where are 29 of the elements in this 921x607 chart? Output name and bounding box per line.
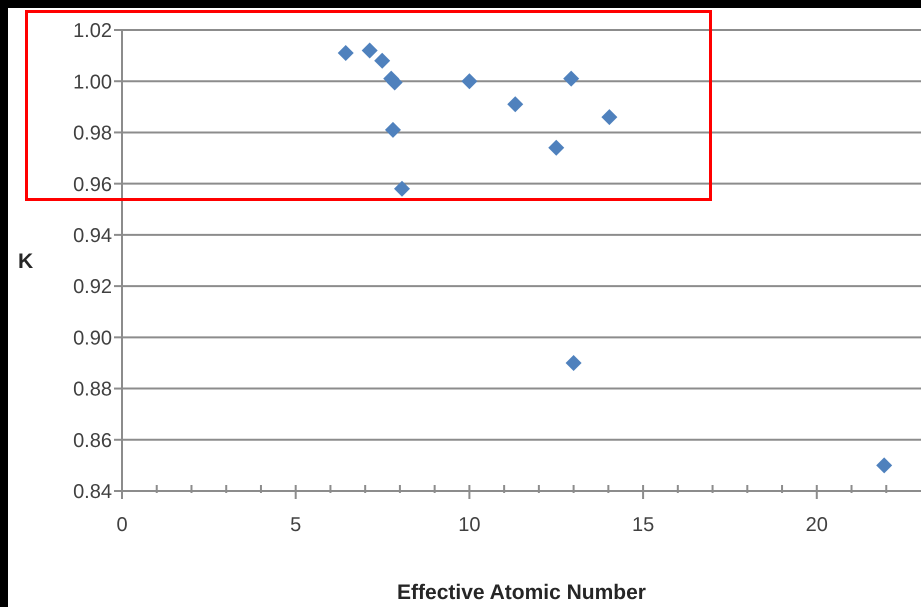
point [548, 140, 564, 156]
y-tick-label: 0.94 [73, 224, 112, 247]
point [601, 109, 618, 126]
y-axis-title: K [18, 250, 34, 273]
point [384, 122, 401, 138]
x-tick-label: 5 [290, 514, 302, 536]
y-tick-label: 0.86 [73, 430, 112, 452]
x-axis-title: Effective Atomic Number [397, 581, 646, 604]
point [876, 457, 892, 474]
y-tick-label: 0.96 [73, 174, 112, 196]
x-tick-label: 20 [806, 514, 828, 536]
point [374, 52, 390, 69]
y-tick-label: 0.88 [73, 378, 112, 401]
point [338, 45, 354, 62]
x-tick-label: 10 [458, 514, 481, 536]
y-tick-label: 0.90 [73, 327, 112, 350]
y-tick-label: 0.92 [73, 276, 112, 298]
point [507, 96, 524, 112]
x-tick-label: 0 [116, 514, 128, 536]
point [362, 42, 378, 58]
y-tick-label: 0.84 [73, 481, 112, 504]
y-tick-label: 0.98 [73, 122, 112, 145]
point [566, 354, 582, 371]
point [394, 180, 410, 197]
y-tick-label: 1.00 [73, 71, 112, 94]
point [461, 73, 478, 90]
point [563, 70, 580, 87]
y-tick-label: 1.02 [73, 20, 112, 42]
x-tick-label: 15 [632, 514, 654, 536]
